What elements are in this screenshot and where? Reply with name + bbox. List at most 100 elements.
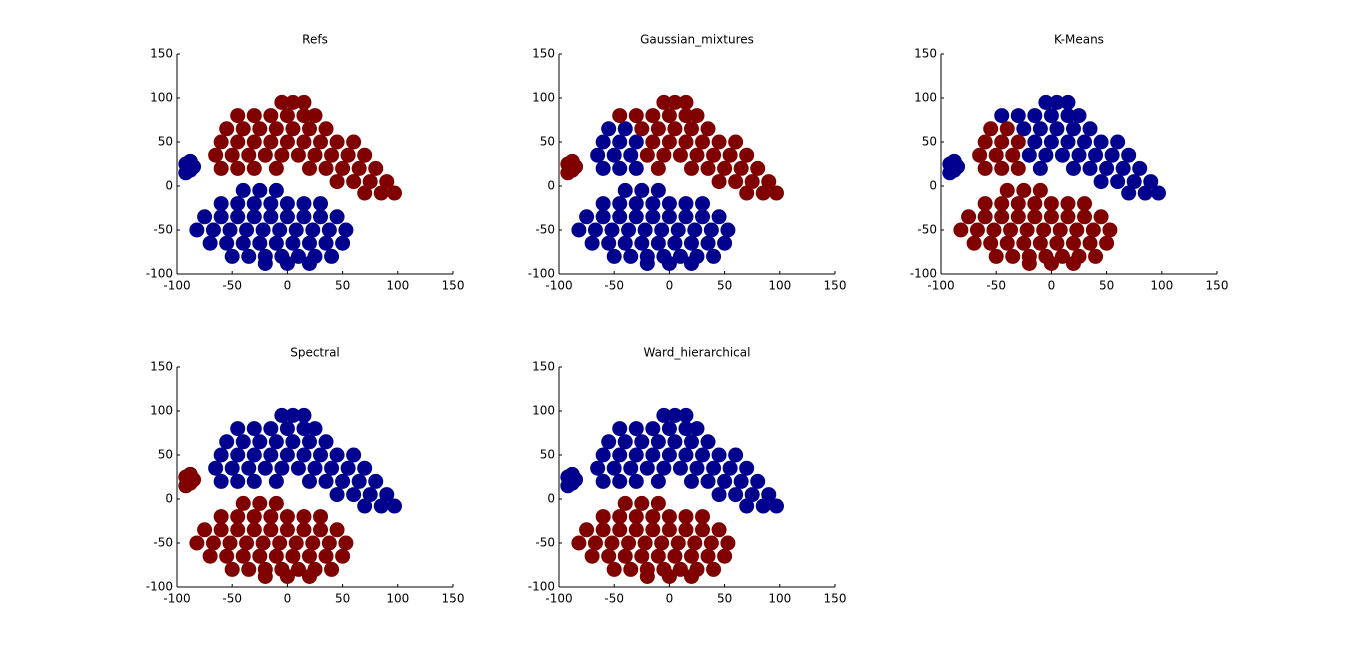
point bbox=[296, 509, 312, 525]
point bbox=[661, 522, 677, 538]
point bbox=[999, 121, 1015, 137]
point bbox=[1060, 134, 1076, 150]
point bbox=[230, 522, 246, 538]
x-tick-label: 150 bbox=[824, 279, 847, 293]
point bbox=[986, 222, 1002, 238]
point bbox=[213, 160, 229, 176]
point bbox=[994, 108, 1010, 124]
point bbox=[1003, 222, 1019, 238]
point bbox=[994, 134, 1010, 150]
point bbox=[650, 548, 666, 564]
point bbox=[1005, 147, 1021, 163]
chart-title: Refs bbox=[302, 33, 328, 47]
point bbox=[564, 466, 580, 482]
point bbox=[617, 182, 633, 198]
point bbox=[661, 134, 677, 150]
y-tick-label: 150 bbox=[914, 47, 937, 61]
y-tick-label: 100 bbox=[532, 91, 555, 105]
point bbox=[285, 235, 301, 251]
point bbox=[711, 134, 727, 150]
point bbox=[301, 235, 317, 251]
point bbox=[290, 561, 306, 577]
point bbox=[661, 108, 677, 124]
point bbox=[711, 174, 727, 190]
point bbox=[268, 182, 284, 198]
point bbox=[368, 160, 384, 176]
point bbox=[612, 160, 628, 176]
point bbox=[634, 235, 650, 251]
point bbox=[318, 473, 334, 489]
point bbox=[268, 434, 284, 450]
point bbox=[711, 209, 727, 225]
point bbox=[1016, 121, 1032, 137]
point bbox=[667, 407, 683, 423]
point bbox=[687, 535, 703, 551]
point bbox=[700, 235, 716, 251]
point bbox=[235, 182, 251, 198]
y-tick-label: -50 bbox=[153, 223, 173, 237]
point bbox=[999, 235, 1015, 251]
point bbox=[235, 121, 251, 137]
point bbox=[202, 548, 218, 564]
point bbox=[285, 121, 301, 137]
point bbox=[1088, 248, 1104, 264]
point bbox=[368, 473, 384, 489]
point bbox=[1052, 222, 1068, 238]
point bbox=[268, 495, 284, 511]
point bbox=[335, 160, 351, 176]
point bbox=[1019, 222, 1035, 238]
point bbox=[628, 509, 644, 525]
point bbox=[252, 548, 268, 564]
point bbox=[667, 434, 683, 450]
point bbox=[279, 108, 295, 124]
point bbox=[1088, 147, 1104, 163]
point bbox=[628, 196, 644, 212]
point bbox=[656, 460, 672, 476]
point bbox=[219, 235, 235, 251]
point bbox=[324, 460, 340, 476]
y-tick-label: 150 bbox=[532, 360, 555, 374]
y-tick-label: -100 bbox=[146, 267, 173, 281]
point bbox=[340, 460, 356, 476]
point bbox=[246, 160, 262, 176]
point bbox=[279, 209, 295, 225]
point bbox=[639, 460, 655, 476]
point bbox=[733, 473, 749, 489]
point bbox=[1099, 160, 1115, 176]
point bbox=[711, 522, 727, 538]
x-tick-label: 150 bbox=[442, 592, 465, 606]
point bbox=[617, 495, 633, 511]
point bbox=[683, 434, 699, 450]
point bbox=[678, 447, 694, 463]
point bbox=[246, 509, 262, 525]
point bbox=[324, 147, 340, 163]
y-tick-label: 100 bbox=[150, 404, 173, 418]
point bbox=[612, 421, 628, 437]
point bbox=[739, 460, 755, 476]
point bbox=[645, 522, 661, 538]
point bbox=[318, 548, 334, 564]
point bbox=[1093, 134, 1109, 150]
point bbox=[634, 495, 650, 511]
point bbox=[224, 248, 240, 264]
point bbox=[670, 222, 686, 238]
point bbox=[946, 153, 962, 169]
point bbox=[678, 108, 694, 124]
point bbox=[1143, 174, 1159, 190]
point bbox=[338, 535, 354, 551]
point bbox=[274, 407, 290, 423]
point bbox=[318, 121, 334, 137]
point bbox=[1032, 235, 1048, 251]
point bbox=[1069, 222, 1085, 238]
point bbox=[1010, 134, 1026, 150]
point bbox=[1104, 147, 1120, 163]
point bbox=[1010, 108, 1026, 124]
point bbox=[606, 248, 622, 264]
point bbox=[595, 509, 611, 525]
point bbox=[288, 535, 304, 551]
point bbox=[678, 509, 694, 525]
x-tick-label: 0 bbox=[666, 279, 674, 293]
point bbox=[1010, 160, 1026, 176]
point bbox=[612, 196, 628, 212]
point bbox=[695, 447, 711, 463]
